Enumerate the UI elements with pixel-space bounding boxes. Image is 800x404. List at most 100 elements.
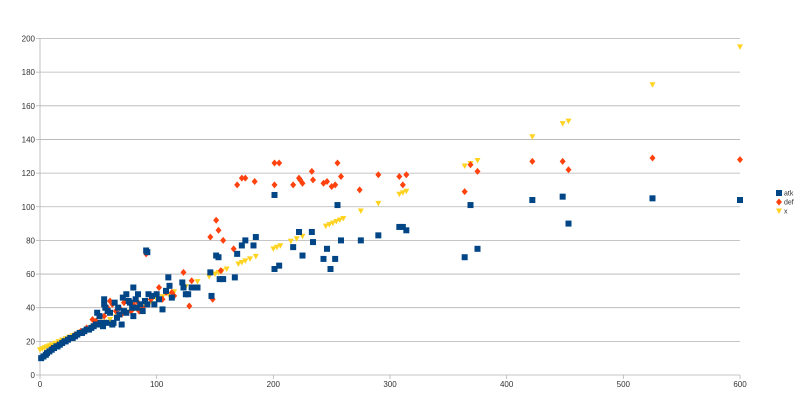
point-atk [97,319,104,326]
point-atk [208,292,215,299]
point-x [461,163,468,170]
point-x [357,208,364,214]
point-atk [180,284,187,291]
point-atk [111,299,118,306]
point-x [247,256,253,262]
point-def [403,171,410,179]
point-atk [144,301,151,308]
y-tick-label: 80 [26,236,35,245]
point-x [270,246,277,252]
point-atk [139,308,146,315]
point-atk [153,291,160,298]
point-x [252,253,259,260]
x-tick-label: 100 [150,380,164,389]
point-atk [216,276,223,283]
y-tick-label: 40 [26,304,35,313]
series-def [39,154,743,360]
legend-item-x: x [776,208,788,216]
point-atk [119,294,126,301]
point-atk [159,306,166,313]
y-tick-label: 0 [31,371,36,380]
y-tick-label: 100 [22,203,36,212]
point-def [290,181,297,189]
point-atk [168,294,175,301]
point-x [326,222,333,228]
y-tick-label: 140 [22,135,36,144]
point-def [396,172,403,180]
point-atk [142,297,148,304]
point-x [212,271,218,278]
point-def [529,157,536,165]
point-x [287,238,294,245]
point-def [649,154,656,162]
point-x [737,44,743,50]
point-def [271,181,278,189]
point-def [310,176,316,184]
point-def [332,181,339,189]
legend-label: x [784,209,788,216]
point-atk [565,220,572,227]
point-x [242,258,249,264]
point-def [565,166,572,174]
point-x [235,261,242,267]
point-atk [149,292,155,299]
legend-marker-x [776,208,782,214]
point-atk [188,284,195,291]
point-atk [334,202,341,209]
point-x [333,219,340,225]
point-def [338,172,344,180]
point-atk [242,237,249,244]
data-points [37,44,743,362]
point-atk [234,250,241,257]
y-tick-label: 160 [22,102,36,111]
point-atk [107,309,113,316]
point-atk [529,197,536,204]
point-atk [403,227,410,234]
y-tick-label: 120 [22,169,36,178]
point-atk [296,228,302,235]
point-atk [357,237,364,244]
point-def [156,284,162,292]
point-atk [467,202,474,209]
point-atk [130,313,137,320]
point-def [217,267,224,275]
point-atk [327,266,334,273]
point-x [403,188,410,195]
point-atk [100,323,106,330]
point-atk [271,191,278,198]
y-tick-label: 20 [26,337,35,346]
point-atk [135,291,141,298]
point-x [336,217,343,224]
point-def [234,181,241,189]
point-x [277,243,284,249]
point-def [461,188,468,196]
point-atk [101,301,108,308]
legend-marker-atk [776,190,782,196]
x-tick-label: 0 [38,380,43,389]
series-atk [38,191,743,362]
point-atk [110,319,117,326]
x-tick-label: 200 [267,380,281,389]
point-def [356,186,363,194]
point-x [238,259,245,266]
legend-item-atk: atk [776,190,794,198]
gridlines [40,38,740,376]
legend: atk def x [776,190,794,216]
point-atk [163,287,169,294]
point-x [223,266,230,273]
point-def [180,268,187,276]
point-atk [151,301,158,308]
point-atk [133,304,140,311]
point-atk [126,299,133,306]
point-atk [250,242,257,249]
point-atk [194,284,201,291]
point-def [220,236,227,244]
point-def [213,216,220,224]
point-atk [290,244,297,251]
point-def [467,161,474,169]
x-tick-label: 400 [500,380,514,389]
point-def [207,233,214,241]
point-def [399,181,406,189]
point-def [230,245,237,253]
